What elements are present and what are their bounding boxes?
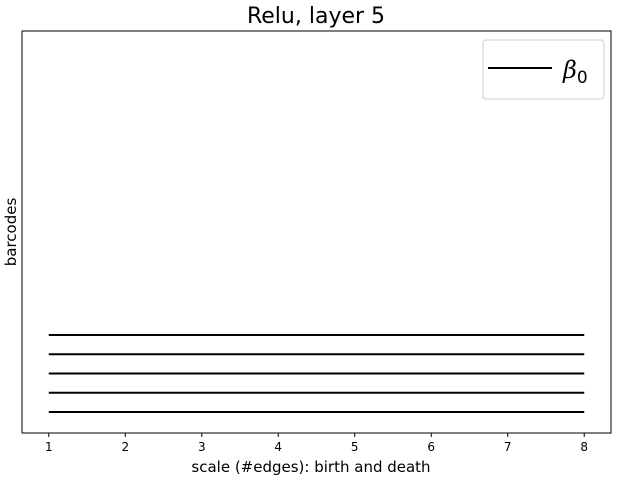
x-tick-label: 6 bbox=[427, 440, 435, 454]
legend: β0 bbox=[482, 39, 605, 100]
x-tick-label: 2 bbox=[121, 440, 129, 454]
chart-title: Relu, layer 5 bbox=[247, 4, 385, 29]
legend-label-beta0: β0 bbox=[562, 56, 588, 88]
x-tick-label: 7 bbox=[504, 440, 512, 454]
plot-frame bbox=[21, 30, 612, 434]
x-tick-label: 5 bbox=[351, 440, 359, 454]
x-axis-ticks: 1 2 3 4 5 6 7 8 bbox=[45, 433, 588, 454]
legend-box bbox=[482, 39, 605, 100]
x-tick-label: 4 bbox=[274, 440, 282, 454]
x-tick-label: 8 bbox=[580, 440, 588, 454]
barcode-bars bbox=[48, 334, 585, 413]
x-axis-label: scale (#edges): birth and death bbox=[191, 458, 430, 476]
x-tick-label: 1 bbox=[45, 440, 53, 454]
x-tick-label: 3 bbox=[198, 440, 206, 454]
legend-symbol: β bbox=[562, 56, 577, 84]
y-axis-label: barcodes bbox=[2, 198, 20, 267]
legend-subscript: 0 bbox=[577, 68, 588, 88]
